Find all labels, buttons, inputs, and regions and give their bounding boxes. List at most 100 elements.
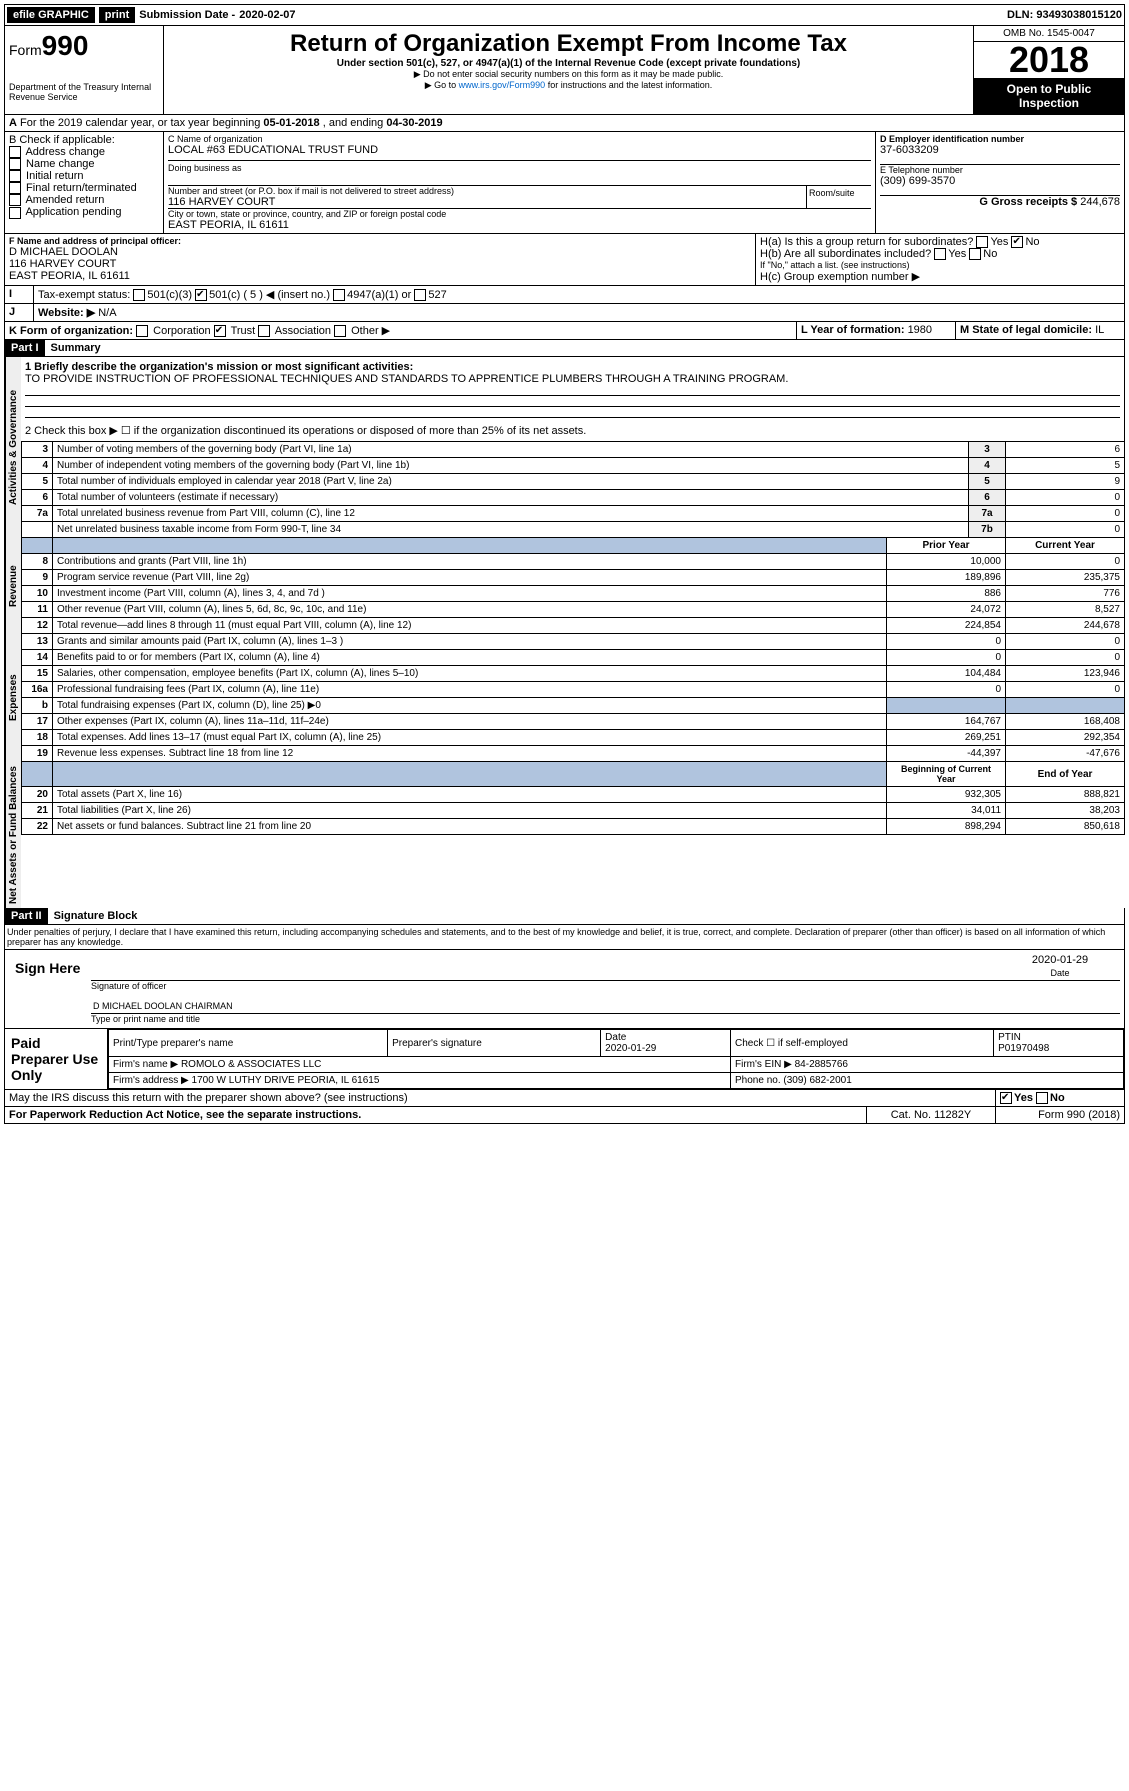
table-row: 9Program service revenue (Part VIII, lin… [22, 570, 1125, 586]
website: N/A [98, 307, 116, 319]
part2-header: Part IISignature Block [4, 908, 1125, 925]
h-a: H(a) Is this a group return for subordin… [760, 236, 1120, 248]
table-row: 4Number of independent voting members of… [22, 458, 1125, 474]
b-opt-checkbox[interactable] [9, 194, 21, 206]
table-row: 17Other expenses (Part IX, column (A), l… [22, 714, 1125, 730]
section-b-label: B Check if applicable: [9, 134, 159, 146]
org-name: LOCAL #63 EDUCATIONAL TRUST FUND [168, 144, 871, 156]
b-opt-checkbox[interactable] [9, 158, 21, 170]
addr-label: Number and street (or P.O. box if mail i… [168, 186, 806, 196]
print-link[interactable]: print [99, 7, 135, 23]
netassets-table: Beginning of Current YearEnd of Year 20T… [21, 762, 1125, 835]
k-opt-checkbox[interactable] [214, 325, 226, 337]
top-bar: efile GRAPHIC print Submission Date - 20… [4, 4, 1125, 26]
b-option: Initial return [9, 170, 159, 182]
i-527-checkbox[interactable] [414, 289, 426, 301]
h-c: H(c) Group exemption number ▶ [760, 270, 1120, 283]
officer-addr2: EAST PEORIA, IL 61611 [9, 270, 751, 282]
open-inspection: Open to Public Inspection [974, 78, 1124, 114]
dba-label: Doing business as [168, 160, 871, 173]
table-row: 19Revenue less expenses. Subtract line 1… [22, 746, 1125, 762]
governance-table: 3Number of voting members of the governi… [21, 442, 1125, 538]
vlabel-revenue: Revenue [5, 538, 21, 634]
form-header: Form990 Department of the Treasury Inter… [4, 26, 1125, 115]
table-row: 21Total liabilities (Part X, line 26)34,… [22, 803, 1125, 819]
expenses-table: 13Grants and similar amounts paid (Part … [21, 634, 1125, 762]
org-address: 116 HARVEY COURT [168, 196, 806, 208]
dln: DLN: 93493038015120 [1007, 9, 1122, 21]
table-row: 18Total expenses. Add lines 13–17 (must … [22, 730, 1125, 746]
officer-name: D MICHAEL DOOLAN [9, 246, 751, 258]
table-row: 13Grants and similar amounts paid (Part … [22, 634, 1125, 650]
revenue-table: Prior YearCurrent Year 8Contributions an… [21, 538, 1125, 634]
form-number: Form990 [9, 30, 159, 62]
table-row: 10Investment income (Part VIII, column (… [22, 586, 1125, 602]
f-label: F Name and address of principal officer: [9, 236, 751, 246]
footer-row: For Paperwork Reduction Act Notice, see … [4, 1107, 1125, 1124]
form-title: Return of Organization Exempt From Incom… [168, 30, 969, 58]
table-row: 6Total number of volunteers (estimate if… [22, 490, 1125, 506]
tax-year: 2018 [974, 42, 1124, 78]
dept-treasury: Department of the Treasury Internal Reve… [9, 82, 159, 102]
hb-yes-checkbox[interactable] [934, 248, 946, 260]
sections-f-h: F Name and address of principal officer:… [4, 234, 1125, 286]
ha-yes-checkbox[interactable] [976, 236, 988, 248]
line2: 2 Check this box ▶ ☐ if the organization… [25, 424, 1120, 437]
table-row: 8Contributions and grants (Part VIII, li… [22, 554, 1125, 570]
perjury-statement: Under penalties of perjury, I declare th… [4, 925, 1125, 950]
org-city: EAST PEORIA, IL 61611 [168, 219, 871, 231]
b-opt-checkbox[interactable] [9, 146, 21, 158]
submission-date: 2020-02-07 [239, 9, 295, 21]
discuss-row: May the IRS discuss this return with the… [4, 1090, 1125, 1107]
table-row: 12Total revenue—add lines 8 through 11 (… [22, 618, 1125, 634]
subtitle-3: ▶ Go to www.irs.gov/Form990 for instruct… [168, 80, 969, 91]
table-row: 20Total assets (Part X, line 16)932,3058… [22, 787, 1125, 803]
table-row: 22Net assets or fund balances. Subtract … [22, 819, 1125, 835]
officer-addr1: 116 HARVEY COURT [9, 258, 751, 270]
h-b2: If "No," attach a list. (see instruction… [760, 260, 1120, 270]
irs-link[interactable]: www.irs.gov/Form990 [459, 80, 546, 90]
k-opt-checkbox[interactable] [258, 325, 270, 337]
city-label: City or town, state or province, country… [168, 208, 871, 219]
line1-label: 1 Briefly describe the organization's mi… [25, 361, 1120, 373]
b-opt-checkbox[interactable] [9, 207, 21, 219]
b-opt-checkbox[interactable] [9, 182, 21, 194]
table-row: bTotal fundraising expenses (Part IX, co… [22, 698, 1125, 714]
sign-here-block: Sign Here 2020-01-29Date Signature of of… [4, 950, 1125, 1029]
b-option: Final return/terminated [9, 182, 159, 194]
b-opt-checkbox[interactable] [9, 170, 21, 182]
ein: 37-6033209 [880, 144, 1120, 156]
gross-receipts: G Gross receipts $ 244,678 [880, 195, 1120, 208]
officer-signature[interactable] [91, 954, 1000, 981]
paid-preparer-label: Paid Preparer Use Only [5, 1029, 108, 1089]
table-row: 7aTotal unrelated business revenue from … [22, 506, 1125, 522]
ha-no-checkbox[interactable] [1011, 236, 1023, 248]
subtitle-1: Under section 501(c), 527, or 4947(a)(1)… [168, 58, 969, 69]
k-opt-checkbox[interactable] [334, 325, 346, 337]
officer-name-title: D MICHAEL DOOLAN CHAIRMAN [91, 999, 1120, 1014]
discuss-yes-checkbox[interactable] [1000, 1092, 1012, 1104]
section-a: A For the 2019 calendar year, or tax yea… [4, 115, 1125, 132]
state-domicile: IL [1095, 324, 1104, 336]
table-row: 11Other revenue (Part VIII, column (A), … [22, 602, 1125, 618]
b-option: Name change [9, 158, 159, 170]
k-opt-checkbox[interactable] [136, 325, 148, 337]
h-b: H(b) Are all subordinates included? Yes … [760, 248, 1120, 260]
mission: TO PROVIDE INSTRUCTION OF PROFESSIONAL T… [25, 373, 1120, 385]
efile-link[interactable]: efile GRAPHIC [7, 7, 95, 23]
e-phone-label: E Telephone number [880, 164, 1120, 175]
discuss-no-checkbox[interactable] [1036, 1092, 1048, 1104]
hb-no-checkbox[interactable] [969, 248, 981, 260]
c-name-label: C Name of organization [168, 134, 871, 144]
table-row: 14Benefits paid to or for members (Part … [22, 650, 1125, 666]
i-501c-checkbox[interactable] [195, 289, 207, 301]
table-row: 3Number of voting members of the governi… [22, 442, 1125, 458]
section-i: I Tax-exempt status: 501(c)(3) 501(c) ( … [4, 286, 1125, 304]
section-k-l-m: K Form of organization: Corporation Trus… [4, 322, 1125, 340]
phone: (309) 699-3570 [880, 175, 1120, 187]
sections-b-to-g: B Check if applicable: Address change Na… [4, 132, 1125, 234]
table-row: 15Salaries, other compensation, employee… [22, 666, 1125, 682]
i-4947-checkbox[interactable] [333, 289, 345, 301]
b-option: Amended return [9, 194, 159, 206]
i-501c3-checkbox[interactable] [133, 289, 145, 301]
